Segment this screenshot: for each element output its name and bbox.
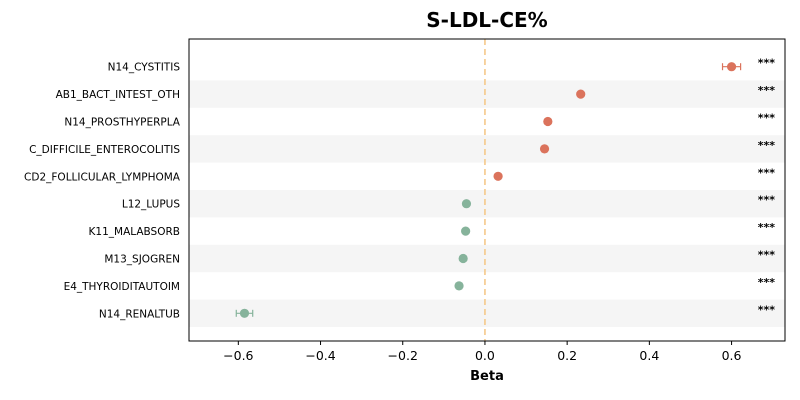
significance-label: *** <box>758 276 776 289</box>
x-tick-label: −0.2 <box>388 348 418 363</box>
y-tick-label: CD2_FOLLICULAR_LYMPHOMA <box>24 171 181 183</box>
significance-label: *** <box>758 166 776 179</box>
significance-label: *** <box>758 139 776 152</box>
data-point <box>576 89 586 99</box>
row-stripe <box>189 299 785 327</box>
x-tick-label: 0.6 <box>722 348 742 363</box>
significance-labels: *** *** *** *** *** *** *** *** *** *** <box>758 57 776 317</box>
data-point <box>461 226 471 236</box>
y-tick-label: M13_SJOGREN <box>104 254 180 266</box>
row-stripe <box>189 135 785 163</box>
x-axis-label: Beta <box>470 369 504 384</box>
data-point <box>239 308 250 318</box>
y-axis-labels: N14_CYSTITIS AB1_BACT_INTEST_OTH N14_PROST… <box>24 62 181 321</box>
significance-label: *** <box>758 303 776 316</box>
y-tick-label: N14_PROSTHYPERPLA <box>64 117 180 129</box>
data-point <box>458 253 468 264</box>
y-tick-label: N14_RENALTUB <box>99 308 180 320</box>
data-point <box>493 171 503 181</box>
x-axis: −0.6 −0.4 −0.2 0.0 0.2 0.4 0.6 <box>223 341 742 363</box>
row-stripe <box>189 244 785 273</box>
x-tick-label: 0.2 <box>557 348 577 363</box>
data-point <box>461 199 472 209</box>
significance-label: *** <box>758 221 776 234</box>
row-stripe <box>189 80 785 108</box>
significance-label: *** <box>758 194 776 207</box>
chart-title: S-LDL-CE% <box>426 8 548 32</box>
x-tick-label: 0.0 <box>475 348 495 363</box>
plot-frame <box>188 38 786 342</box>
y-tick-label: K11_MALABSORB <box>89 226 180 238</box>
significance-label: *** <box>758 249 776 262</box>
significance-label: *** <box>758 112 776 125</box>
x-tick-label: 0.4 <box>639 348 659 363</box>
significance-label: *** <box>758 57 776 70</box>
y-tick-label: E4_THYROIDITAUTOIM <box>64 281 180 293</box>
y-tick-label: N14_CYSTITIS <box>108 62 181 74</box>
data-point <box>543 116 553 127</box>
y-tick-label: C_DIFFICILE_ENTEROCOLITIS <box>29 144 180 156</box>
data-point <box>539 144 550 154</box>
x-tick-label: −0.6 <box>223 348 253 363</box>
x-tick-label: −0.4 <box>305 348 335 363</box>
row-stripe <box>189 190 785 218</box>
data-point <box>454 281 464 291</box>
y-tick-label: AB1_BACT_INTEST_OTH <box>56 89 180 101</box>
data-point <box>726 62 737 72</box>
data-marks <box>235 62 742 318</box>
y-tick-label: L12_LUPUS <box>122 199 180 211</box>
row-stripes <box>189 80 785 327</box>
significance-label: *** <box>758 84 776 97</box>
